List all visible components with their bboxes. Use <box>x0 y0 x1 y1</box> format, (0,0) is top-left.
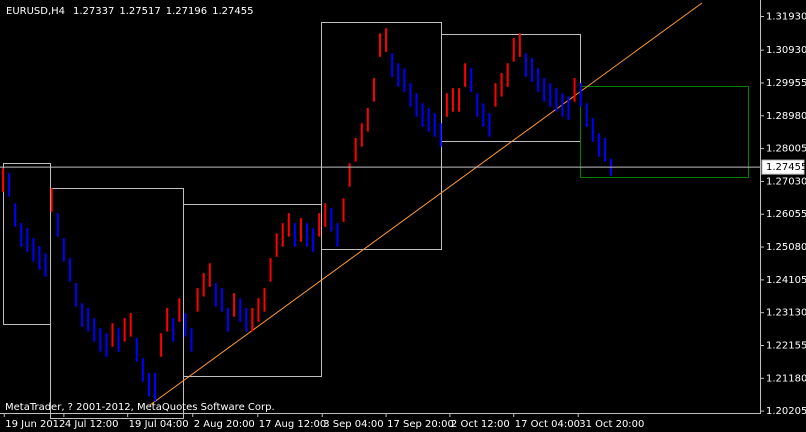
copyright: MetaTrader, ? 2001-2012, MetaQuotes Soft… <box>5 402 275 413</box>
x-tick-label: 19 Jul 04:00 <box>129 419 189 430</box>
x-tick-label: 19 Jun 2012 <box>5 419 65 430</box>
ohlc-value: 1.27455 <box>212 6 253 17</box>
x-tick-label: 2 Oct 12:00 <box>451 419 510 430</box>
x-tick-label: 17 Aug 12:00 <box>259 419 326 430</box>
y-tick-label: 1.25080 <box>766 242 806 253</box>
trend-line <box>149 2 703 406</box>
ohlc-value: 1.27196 <box>166 6 207 17</box>
chart-header: EURUSD,H4 1.27337 1.27517 1.27196 1.27455 <box>6 6 253 17</box>
x-tick-label: 2 Aug 20:00 <box>194 419 255 430</box>
y-tick-label: 1.22155 <box>766 341 806 352</box>
y-tick-label: 1.27030 <box>766 176 806 187</box>
y-tick-label: 1.23130 <box>766 308 806 319</box>
last-price-box <box>761 159 805 175</box>
y-tick-label: 1.21180 <box>766 373 806 384</box>
y-tick-label: 1.26055 <box>766 209 806 220</box>
x-tick-label: 17 Sep 20:00 <box>387 419 454 430</box>
ohlc-value: 1.27337 <box>73 6 114 17</box>
y-tick-label: 1.28980 <box>766 111 806 122</box>
y-tick-label: 1.30930 <box>766 45 806 56</box>
y-tick-label: 1.20205 <box>766 406 806 417</box>
x-tick-label: 4 Jul 12:00 <box>65 419 119 430</box>
y-tick-label: 1.29955 <box>766 78 806 89</box>
range-box-green <box>580 86 749 178</box>
last-price-label: 1.27455 <box>766 162 806 173</box>
ohlc-value: 1.27517 <box>119 6 160 17</box>
y-tick-label: 1.24105 <box>766 275 806 286</box>
x-tick-label: 3 Sep 04:00 <box>323 419 383 430</box>
range-box <box>183 204 322 377</box>
y-tick-label: 1.28005 <box>766 144 806 155</box>
y-tick-label: 1.31930 <box>766 11 806 22</box>
plot <box>2 28 613 402</box>
x-tick-label: 31 Oct 20:00 <box>579 419 644 430</box>
symbol: EURUSD,H4 <box>6 6 65 17</box>
x-tick-label: 17 Oct 04:00 <box>515 419 580 430</box>
